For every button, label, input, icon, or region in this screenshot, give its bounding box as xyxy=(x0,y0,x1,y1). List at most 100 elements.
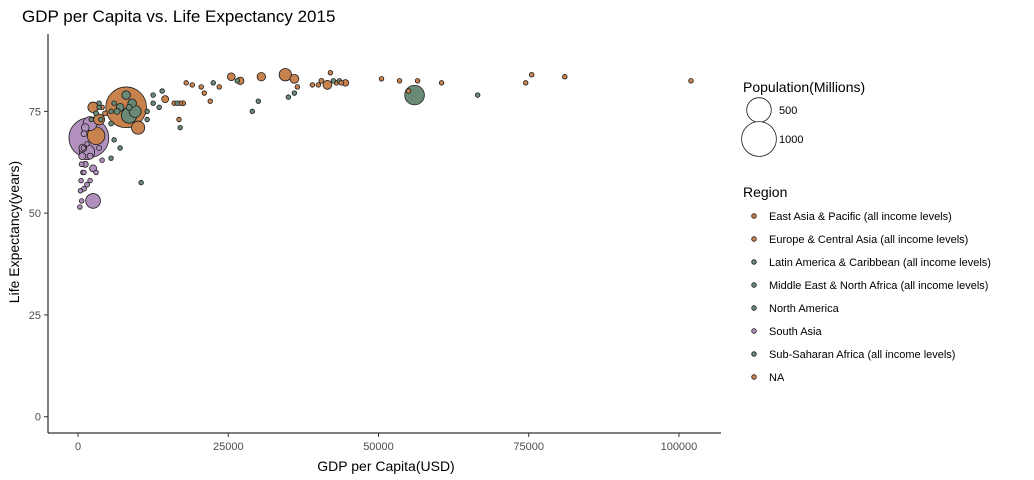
data-point xyxy=(108,108,114,115)
data-point xyxy=(144,108,150,115)
data-point xyxy=(77,188,84,194)
region-legend: East Asia & Pacific (all income levels) E… xyxy=(751,211,991,384)
data-point xyxy=(150,100,156,106)
data-point xyxy=(285,94,292,100)
data-point xyxy=(159,88,165,94)
data-point xyxy=(78,152,87,161)
data-point xyxy=(378,76,385,82)
data-point xyxy=(87,177,93,184)
data-point xyxy=(291,90,298,96)
data-point xyxy=(77,204,83,210)
region-legend-key xyxy=(751,236,757,242)
region-legend-label: NA xyxy=(769,372,785,384)
x-tick-label: 50000 xyxy=(363,441,394,453)
region-legend-key xyxy=(751,213,757,219)
data-point xyxy=(562,74,568,80)
x-axis-ticks: 0 25000 50000 75000 100000 xyxy=(75,433,697,453)
data-point xyxy=(93,110,99,117)
data-point xyxy=(322,80,333,90)
data-point xyxy=(315,82,322,88)
data-point xyxy=(216,84,222,90)
scatter-points xyxy=(68,68,694,210)
data-point xyxy=(438,80,445,86)
x-tick-label: 0 xyxy=(75,441,81,453)
data-point xyxy=(78,198,85,204)
size-legend-key xyxy=(741,121,777,157)
data-point xyxy=(183,80,189,86)
size-legend-key xyxy=(746,97,772,123)
data-point xyxy=(81,169,87,176)
y-tick-label: 0 xyxy=(35,412,41,424)
y-tick-label: 25 xyxy=(29,310,41,322)
y-tick-label: 50 xyxy=(29,208,41,220)
data-point xyxy=(309,82,316,88)
data-point xyxy=(529,72,535,78)
data-point xyxy=(210,80,216,86)
y-tick-label: 75 xyxy=(29,106,41,118)
size-legend-title: Population(Millions) xyxy=(743,79,865,95)
region-legend-label: Middle East & North Africa (all income l… xyxy=(769,280,988,292)
data-point xyxy=(144,116,150,123)
data-point xyxy=(294,84,301,90)
data-point xyxy=(93,169,99,176)
chart-title: GDP per Capita vs. Life Expectancy 2015 xyxy=(22,7,335,26)
data-point xyxy=(96,100,102,106)
data-point xyxy=(404,84,425,106)
y-axis-ticks: 0 25 50 75 xyxy=(29,106,48,424)
data-point xyxy=(85,193,101,209)
data-point xyxy=(111,137,117,143)
data-point xyxy=(108,120,114,127)
data-point xyxy=(207,98,213,104)
data-point xyxy=(523,80,529,86)
data-point xyxy=(86,152,94,160)
region-legend-label: North America xyxy=(769,303,840,315)
data-point xyxy=(80,130,88,138)
data-point xyxy=(249,108,255,115)
data-point xyxy=(201,90,207,96)
size-legend-label: 500 xyxy=(779,105,797,117)
region-legend-label: Europe & Central Asia (all income levels… xyxy=(769,234,968,246)
data-point xyxy=(255,98,262,104)
data-point xyxy=(330,78,337,84)
data-point xyxy=(176,116,182,123)
x-tick-label: 75000 xyxy=(513,441,544,453)
data-point xyxy=(80,145,87,151)
data-point xyxy=(78,161,85,168)
x-tick-label: 25000 xyxy=(213,441,244,453)
data-point xyxy=(405,88,412,94)
data-point xyxy=(99,157,105,163)
data-point xyxy=(174,100,180,106)
x-axis-title: GDP per Capita(USD) xyxy=(317,458,454,474)
data-point xyxy=(318,77,325,84)
data-point xyxy=(102,110,108,117)
region-legend-key xyxy=(751,259,757,265)
data-point xyxy=(189,82,195,88)
y-axis-title: Life Expectancy(years) xyxy=(6,161,22,303)
data-point xyxy=(198,84,204,90)
region-legend-key xyxy=(751,351,757,357)
data-point xyxy=(161,95,170,104)
data-point xyxy=(98,116,104,123)
data-point xyxy=(96,145,102,151)
data-point xyxy=(113,107,121,115)
region-legend-title: Region xyxy=(743,184,787,200)
data-point xyxy=(138,179,144,186)
data-point xyxy=(256,72,266,82)
data-point xyxy=(84,141,90,147)
data-point xyxy=(88,116,94,123)
data-point xyxy=(80,123,90,132)
data-point xyxy=(108,155,114,161)
data-point xyxy=(396,78,403,84)
region-legend-key xyxy=(751,374,757,380)
data-point xyxy=(131,120,146,135)
data-point xyxy=(474,92,481,98)
region-legend-key xyxy=(751,328,757,334)
data-point xyxy=(125,103,133,111)
data-point xyxy=(414,78,421,84)
data-point xyxy=(327,69,334,76)
data-point xyxy=(150,92,156,98)
data-point xyxy=(226,72,236,82)
data-point xyxy=(156,104,162,110)
